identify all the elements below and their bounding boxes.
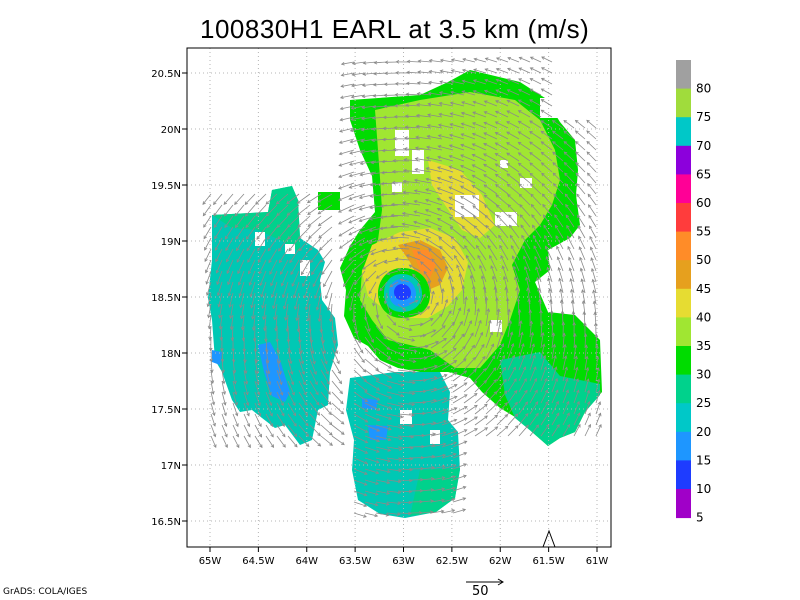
colorbar-label: 55 — [696, 225, 711, 239]
colorbar-label: 25 — [696, 396, 711, 410]
x-tick-label: 61W — [586, 556, 609, 567]
west-lobe-region — [208, 186, 338, 445]
colorbar-swatch — [676, 431, 691, 461]
reference-vector-arrow — [466, 578, 504, 586]
y-tick-label: 18.5N — [151, 293, 181, 304]
colorbar-swatch — [676, 88, 691, 118]
colorbar-swatch — [676, 260, 691, 290]
reference-vector-label: 50 — [472, 584, 489, 599]
map-title: 100830H1 EARL at 3.5 km (m/s) — [200, 14, 590, 44]
colorbar-swatch — [676, 60, 691, 90]
core-region-orange-deep — [412, 250, 436, 278]
west-lobe-blue-2 — [212, 350, 222, 365]
x-tick-label: 64W — [295, 556, 318, 567]
x-tick-label: 62.5W — [436, 556, 468, 567]
colorbar-swatch — [676, 346, 691, 376]
wind-speed-field — [208, 70, 602, 518]
colorbar-label: 60 — [696, 196, 711, 210]
x-tick-label: 62W — [489, 556, 512, 567]
wind-vectors — [202, 56, 602, 518]
y-tick-label: 17N — [161, 461, 181, 472]
eye-center — [394, 284, 411, 300]
y-tick-label: 19N — [161, 237, 181, 248]
x-axis: 65W 64.5W 64W 63.5W 63W 62.5W 62W 61.5W 61W — [199, 547, 609, 567]
colorbar-label: 40 — [696, 310, 711, 324]
x-tick-label: 61.5W — [533, 556, 565, 567]
y-tick-label: 16.5N — [151, 517, 181, 528]
colorbar-swatch — [676, 231, 691, 261]
y-axis: 20.5N 20N 19.5N 19N 18.5N 18N 17.5N 17N 16.5N — [151, 69, 187, 528]
colorbar-swatch — [676, 203, 691, 233]
colorbar-label: 10 — [696, 482, 711, 496]
y-tick-label: 17.5N — [151, 405, 181, 416]
colorbar-swatch — [676, 460, 691, 490]
west-lobe-blue — [258, 342, 290, 402]
grads-credit: GrADS: COLA/IGES — [3, 587, 88, 597]
colorbar: 80 75 70 65 60 55 50 45 40 35 30 25 20 15 10 5 — [676, 60, 711, 525]
colorbar-swatch — [676, 403, 691, 433]
colorbar-label: 15 — [696, 453, 711, 467]
colorbar-label: 50 — [696, 253, 711, 267]
x-tick-label: 63W — [392, 556, 415, 567]
colorbar-swatch — [676, 117, 691, 147]
x-tick-label: 63.5W — [339, 556, 371, 567]
colorbar-label: 70 — [696, 139, 711, 153]
colorbar-swatch — [676, 489, 691, 519]
colorbar-label: 35 — [696, 339, 711, 353]
colorbar-label: 65 — [696, 167, 711, 181]
x-tick-label: 64.5W — [242, 556, 274, 567]
isolated-cells — [300, 192, 340, 405]
x-tick-label: 65W — [199, 556, 222, 567]
colorbar-swatch — [676, 145, 691, 175]
colorbar-label: 30 — [696, 368, 711, 382]
y-tick-label: 18N — [161, 349, 181, 360]
colorbar-swatch — [676, 174, 691, 204]
colorbar-label: 80 — [696, 82, 711, 96]
colorbar-label: 20 — [696, 425, 711, 439]
colorbar-swatch — [676, 374, 691, 404]
y-tick-label: 19.5N — [151, 181, 181, 192]
storm-center-marker — [542, 529, 556, 548]
colorbar-label: 75 — [696, 110, 711, 124]
south-lobe-blue-2 — [368, 425, 388, 440]
y-tick-label: 20.5N — [151, 69, 181, 80]
y-tick-label: 20N — [161, 125, 181, 136]
colorbar-swatch — [676, 288, 691, 318]
colorbar-swatch — [676, 317, 691, 347]
colorbar-label: 45 — [696, 282, 711, 296]
colorbar-label: 5 — [696, 511, 704, 525]
